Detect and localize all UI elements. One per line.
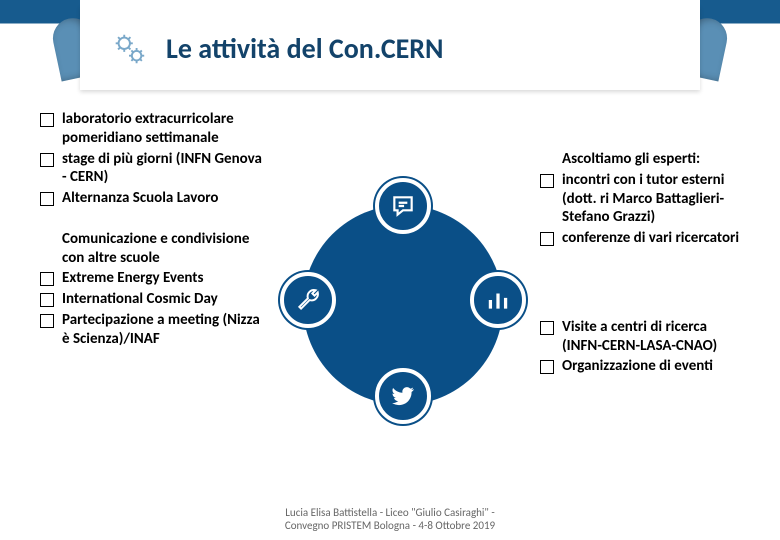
gear-icon (110, 30, 148, 68)
left-list-2: Comunicazione e condivisione con altre s… (40, 230, 265, 349)
wrench-icon (295, 287, 321, 313)
list-item: stage di più giorni (INFN Genova - CERN) (40, 150, 265, 188)
list-intro: Comunicazione e condivisione con altre s… (40, 230, 265, 268)
list-item: Extreme Energy Events (40, 269, 265, 288)
list-item: Organizzazione di eventi (540, 357, 750, 376)
diagram-node-wrench (280, 272, 336, 328)
list-item: International Cosmic Day (40, 290, 265, 309)
list-item: conferenze di vari ricercatori (540, 229, 750, 248)
left-list-1: laboratorio extracurricolare pomeridiano… (40, 110, 265, 208)
circle-diagram (275, 110, 530, 430)
list-item: Visite a centri di ricerca (INFN-CERN-LA… (540, 318, 750, 356)
right-list-1: Ascoltiamo gli esperti: incontri con i t… (540, 150, 750, 248)
list-item: Alternanza Scuola Lavoro (40, 189, 265, 208)
diagram-node-chat (375, 178, 431, 234)
list-intro: Ascoltiamo gli esperti: (540, 150, 750, 169)
bars-icon (485, 287, 511, 313)
slide-footer: Lucia Elisa Battistella - Liceo "Giulio … (0, 506, 780, 532)
center-column (275, 110, 530, 430)
list-item: Partecipazione a meeting (Nizza è Scienz… (40, 311, 265, 349)
content-area: laboratorio extracurricolare pomeridiano… (0, 95, 780, 430)
left-column: laboratorio extracurricolare pomeridiano… (40, 110, 265, 430)
chat-icon (390, 193, 416, 219)
list-item: laboratorio extracurricolare pomeridiano… (40, 110, 265, 148)
footer-line-1: Lucia Elisa Battistella - Liceo "Giulio … (0, 506, 780, 519)
diagram-node-bird (375, 368, 431, 424)
right-list-2: Visite a centri di ricerca (INFN-CERN-LA… (540, 318, 750, 376)
title-paper: Le attività del Con.CERN (80, 5, 700, 90)
list-item: incontri con i tutor esterni (dott. ri M… (540, 171, 750, 227)
diagram-node-bars (470, 272, 526, 328)
footer-line-2: Convegno PRISTEM Bologna - 4-8 Ottobre 2… (0, 519, 780, 532)
bird-icon (390, 383, 416, 409)
right-column: Ascoltiamo gli esperti: incontri con i t… (540, 110, 750, 430)
page-title: Le attività del Con.CERN (166, 31, 444, 66)
slide-header: Le attività del Con.CERN (0, 0, 780, 95)
